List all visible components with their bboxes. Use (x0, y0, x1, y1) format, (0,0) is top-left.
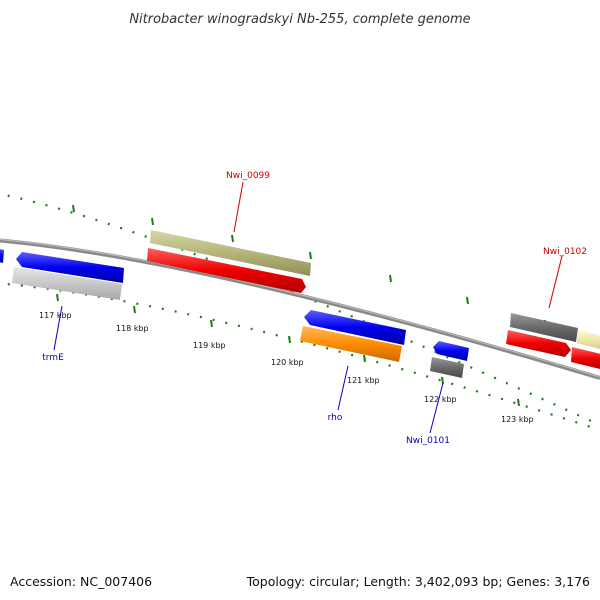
reverse-features[interactable] (0, 248, 469, 378)
inner-major-tick (363, 354, 366, 363)
gene-feature-trmE[interactable] (12, 267, 122, 300)
label-rho[interactable]: rho (328, 413, 343, 423)
label-nwi-0101[interactable]: Nwi_0101 (406, 436, 450, 446)
accession-text: Accession: NC_007406 (10, 574, 152, 589)
outer-major-tick (151, 217, 154, 226)
gene-feature-nwi-0099[interactable] (147, 248, 306, 293)
label-nwi-0099[interactable]: Nwi_0099 (226, 171, 270, 181)
inner-tick-dots (0, 282, 600, 432)
outer-major-tick (231, 234, 234, 243)
inner-major-tick (441, 376, 444, 385)
outer-major-tick (466, 296, 469, 305)
forward-features[interactable] (147, 230, 600, 370)
tick-label: 123 kbp (501, 415, 534, 424)
outer-major-tick (72, 204, 75, 213)
gene-feature-rho[interactable] (300, 326, 402, 362)
genome-backbone-highlight (0, 238, 600, 378)
tick-labels: 117 kbp 118 kbp 119 kbp 120 kbp 121 kbp … (39, 311, 534, 424)
leader-nwi-0101 (429, 382, 444, 434)
tick-label: 120 kbp (271, 358, 304, 367)
genome-backbone (0, 238, 600, 380)
gene-feature-khaki[interactable] (150, 230, 311, 276)
inner-tick-track (0, 282, 600, 432)
leader-nwi-0102 (548, 255, 563, 309)
gene-feature-nwi-0102[interactable] (506, 330, 571, 357)
leader-rho (337, 365, 349, 411)
tick-label: 121 kbp (347, 376, 380, 385)
outer-tick-dots (0, 192, 600, 427)
gene-feature-red-edge[interactable] (571, 347, 600, 370)
leader-trmE (53, 305, 63, 351)
inner-major-tick (517, 398, 520, 407)
gene-labels: Nwi_0099 Nwi_0102 trmE rho Nwi_0101 (42, 171, 587, 446)
inner-major-tick (133, 305, 136, 314)
label-trmE[interactable]: trmE (42, 353, 64, 363)
map-title: Nitrobacter winogradskyi Nb-255, complet… (129, 12, 470, 27)
gene-feature-paleyellow[interactable] (577, 330, 600, 350)
inner-major-tick (56, 293, 59, 302)
tick-label: 117 kbp (39, 311, 72, 320)
leader-nwi-0099 (233, 181, 244, 233)
tick-label: 118 kbp (116, 324, 149, 333)
gene-feature-blue-edge[interactable] (0, 248, 4, 263)
gene-feature-blue-mid[interactable] (304, 310, 406, 345)
label-nwi-0102[interactable]: Nwi_0102 (543, 247, 587, 257)
inner-major-tick (210, 319, 213, 328)
outer-tick-track (0, 192, 600, 427)
outer-major-tick (309, 251, 312, 260)
gene-feature-blue-small[interactable] (433, 341, 469, 361)
genome-summary-text: Topology: circular; Length: 3,402,093 bp… (246, 574, 590, 589)
outer-major-tick (389, 274, 392, 283)
gene-feature-nwi-0101[interactable] (430, 357, 464, 378)
gene-feature-blue[interactable] (16, 252, 124, 283)
label-leaders (53, 181, 563, 434)
inner-major-tick (288, 335, 291, 344)
tick-label: 122 kbp (424, 395, 457, 404)
tick-label: 119 kbp (193, 341, 226, 350)
gene-feature-gray[interactable] (510, 313, 578, 342)
